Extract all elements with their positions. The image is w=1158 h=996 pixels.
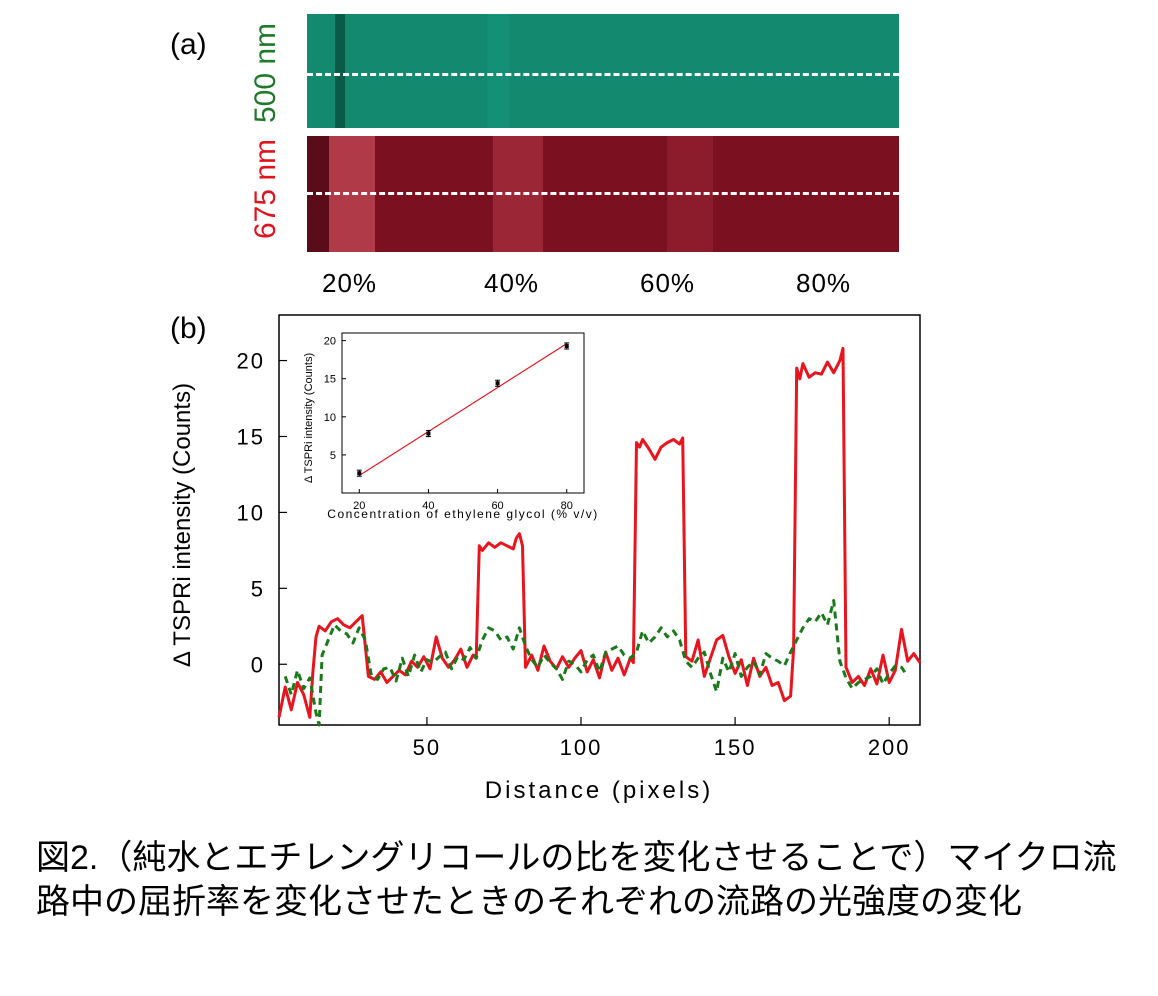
profile-line-500nm <box>307 73 899 76</box>
x-tick-label: 100 <box>560 735 603 760</box>
inset-x-tick-label: 20 <box>353 500 365 512</box>
inset-x-tick-label: 40 <box>422 500 434 512</box>
panel-a-label: (a) <box>170 28 207 61</box>
main-ylabel: Δ TSPRi intensity (Counts) <box>169 383 196 667</box>
main-profile-chart: 50 100 150 200 0 5 10 15 20 Distance (pixels) Δ … <box>169 314 922 804</box>
inset-data-point <box>357 471 362 476</box>
inset-data-point <box>495 381 500 386</box>
inset-fit-line <box>358 343 568 476</box>
panel-b-label: (b) <box>170 312 207 345</box>
inset-y-tick-label: 5 <box>330 450 336 462</box>
x-tick-label: 50 <box>413 735 441 760</box>
y-tick-label: 10 <box>237 500 265 525</box>
image-strip-500nm <box>307 14 899 128</box>
image-strip-675nm <box>307 136 899 252</box>
y-tick-label: 20 <box>237 349 265 374</box>
inset-y-tick-label: 10 <box>324 412 336 424</box>
concentration-label-40: 40% <box>484 268 540 298</box>
concentration-label-80: 80% <box>796 268 852 298</box>
y-tick-label: 15 <box>237 424 265 449</box>
figure-caption: 図2.（純水とエチレングリコールの比を変化させることで）マイクロ流路中の屈折率を… <box>36 839 1117 921</box>
main-plot-frame <box>278 314 921 726</box>
concentration-label-20: 20% <box>322 268 378 298</box>
y-tick-label: 0 <box>251 652 265 677</box>
strip-channel-wall <box>335 14 345 128</box>
inset-x-tick-label: 60 <box>491 500 503 512</box>
y-tick-label: 5 <box>251 576 265 601</box>
profile-line-675nm <box>307 192 899 195</box>
inset-data-point <box>426 431 431 436</box>
inset-x-tick-label: 80 <box>561 500 573 512</box>
inset-plot-frame <box>341 332 585 494</box>
strip-channel-shade <box>487 14 509 128</box>
inset-y-tick-label: 15 <box>324 374 336 386</box>
inset-data-point <box>564 343 569 348</box>
series-500nm-line <box>283 599 909 727</box>
inset-xlabel: Concentration of ethylene glycol (% v/v) <box>327 507 598 521</box>
inset-y-tick-label: 20 <box>324 336 336 348</box>
x-tick-label: 200 <box>868 735 911 760</box>
main-xlabel: Distance (pixels) <box>485 777 713 804</box>
concentration-label-60: 60% <box>640 268 696 298</box>
x-tick-label: 150 <box>714 735 757 760</box>
inset-ylabel: Δ TSPRi intensity (Counts) <box>303 353 315 483</box>
